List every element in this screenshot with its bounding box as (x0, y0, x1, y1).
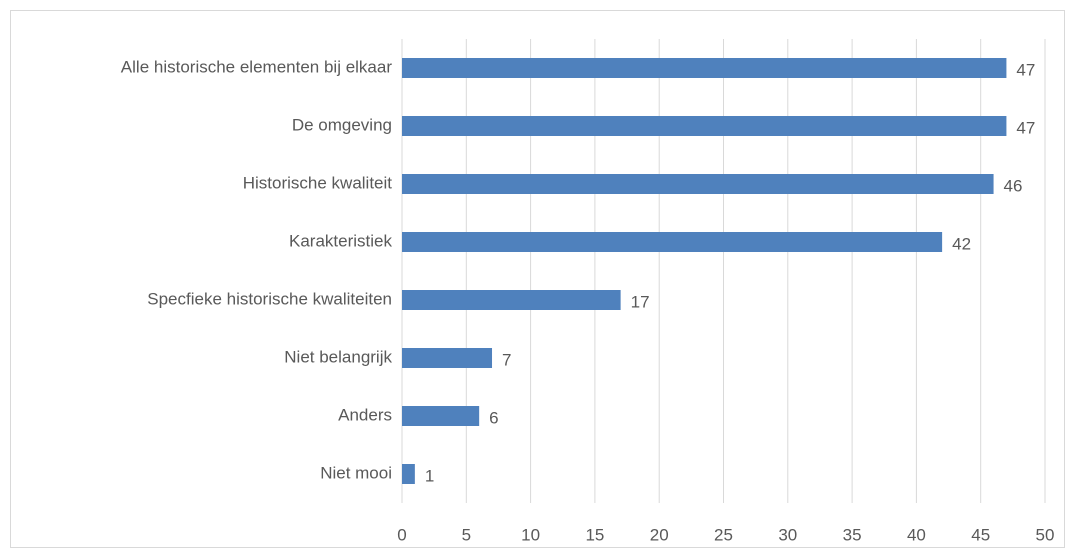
x-tick-label: 10 (521, 525, 540, 544)
x-tick-label: 50 (1036, 525, 1055, 544)
x-tick-label: 5 (462, 525, 471, 544)
x-tick-label: 40 (907, 525, 926, 544)
data-label: 1 (425, 466, 434, 485)
bar (402, 464, 415, 484)
x-tick-label: 30 (778, 525, 797, 544)
x-tick-label: 0 (397, 525, 406, 544)
bar (402, 232, 943, 252)
data-label: 46 (1004, 176, 1023, 195)
y-tick-label: Alle historische elementen bij elkaar (121, 57, 393, 76)
chart-border (10, 10, 1065, 548)
x-tick-label: 15 (585, 525, 604, 544)
data-label: 7 (502, 350, 511, 369)
x-tick-label: 35 (843, 525, 862, 544)
bar (402, 174, 994, 194)
y-tick-label: Specfieke historische kwaliteiten (147, 289, 392, 308)
x-tick-label: 25 (714, 525, 733, 544)
data-label: 47 (1016, 118, 1035, 137)
x-tick-label: 45 (971, 525, 990, 544)
bar (402, 116, 1007, 136)
y-tick-label: Karakteristiek (289, 231, 392, 250)
bar (402, 406, 480, 426)
bar (402, 58, 1007, 78)
data-label: 17 (631, 292, 650, 311)
data-label: 42 (952, 234, 971, 253)
data-label: 6 (489, 408, 498, 427)
bar (402, 290, 621, 310)
x-tick-label: 20 (650, 525, 669, 544)
data-label: 47 (1016, 60, 1035, 79)
y-tick-label: Niet belangrijk (284, 347, 392, 366)
y-tick-label: Historische kwaliteit (243, 173, 393, 192)
y-tick-label: De omgeving (292, 115, 392, 134)
y-tick-label: Niet mooi (320, 463, 392, 482)
bar (402, 348, 493, 368)
y-tick-label: Anders (338, 405, 392, 424)
